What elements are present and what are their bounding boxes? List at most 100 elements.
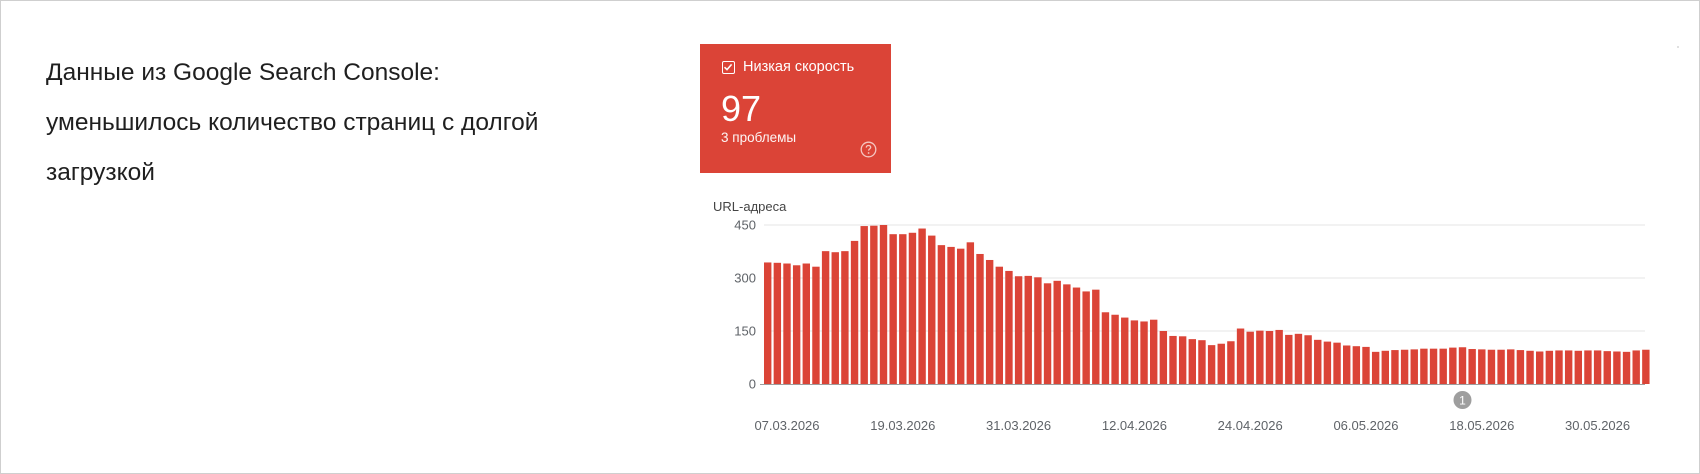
bar — [764, 262, 772, 384]
bar — [1101, 312, 1110, 384]
bar — [985, 259, 994, 384]
bar — [1188, 339, 1196, 384]
bar — [860, 226, 868, 384]
x-tick-label: 06.05.2026 — [1333, 418, 1398, 433]
bar — [1121, 317, 1129, 384]
bar — [1458, 347, 1467, 384]
bar — [1613, 351, 1621, 384]
bar — [1285, 334, 1293, 384]
y-tick-label: 450 — [734, 218, 756, 233]
bar — [1005, 270, 1013, 384]
bar — [1034, 277, 1042, 384]
x-tick-label: 07.03.2026 — [754, 418, 819, 433]
bar — [1603, 351, 1611, 384]
y-tick-label: 0 — [749, 377, 756, 392]
x-tick-label: 24.04.2026 — [1218, 418, 1283, 433]
bar — [1642, 349, 1650, 384]
bar — [1304, 335, 1312, 384]
bar — [1497, 349, 1505, 384]
bar — [1256, 330, 1264, 384]
bar — [1024, 275, 1032, 384]
bar — [1072, 287, 1081, 384]
bar — [1381, 350, 1389, 384]
bar — [1323, 341, 1332, 384]
x-tick-label: 12.04.2026 — [1102, 418, 1167, 433]
metric-card-slow[interactable]: Низкая скорость 97 3 проблемы — [700, 44, 891, 173]
bar — [908, 232, 917, 384]
bar — [947, 246, 955, 384]
bar — [1584, 350, 1592, 384]
bar — [1420, 348, 1428, 384]
bar — [1198, 340, 1206, 384]
bar — [1207, 345, 1216, 384]
bar — [966, 242, 975, 384]
bar — [1169, 335, 1177, 384]
bar — [773, 262, 782, 384]
corner-mark — [1677, 46, 1679, 48]
intro-text: Данные из Google Search Console: уменьши… — [46, 48, 606, 198]
bar — [1362, 346, 1370, 384]
help-circle-icon[interactable] — [860, 141, 877, 158]
bar — [1478, 349, 1486, 384]
bar — [1545, 350, 1554, 384]
bar — [995, 266, 1003, 384]
bar — [841, 251, 849, 384]
bar — [1410, 349, 1418, 384]
bar — [1429, 348, 1438, 384]
bar — [1487, 349, 1496, 384]
bar — [1111, 314, 1119, 384]
bar — [1140, 321, 1148, 384]
bar — [870, 225, 878, 384]
intro-line-2: уменьшилось количество страниц с долгой — [46, 109, 539, 136]
bar — [1043, 283, 1052, 384]
bar — [1507, 349, 1515, 384]
bar — [957, 248, 965, 384]
bar — [899, 234, 907, 384]
bar — [812, 266, 820, 384]
bar — [1371, 351, 1380, 384]
bar — [1526, 350, 1534, 384]
chart-area: 0 150 300 450 07.03.2026 19.03.2026 31.03.2026… — [700, 200, 1660, 440]
bar — [1400, 349, 1409, 384]
intro-line-3: загрузкой — [46, 159, 155, 186]
bar — [783, 263, 791, 384]
metric-value: 97 — [721, 88, 762, 129]
bar — [1632, 350, 1640, 384]
x-tick-label: 30.05.2026 — [1565, 418, 1630, 433]
bar — [1130, 320, 1139, 384]
bar — [850, 240, 859, 384]
bar — [1564, 350, 1573, 384]
bar — [1468, 349, 1476, 384]
bar-chart: 0 150 300 450 07.03.2026 19.03.2026 31.03.2026… — [734, 218, 1650, 433]
bar — [1227, 341, 1235, 384]
intro-line-1: Данные из Google Search Console: — [46, 59, 440, 86]
bar — [918, 228, 926, 384]
bar — [1178, 336, 1187, 384]
bar — [1536, 351, 1544, 384]
bar — [1063, 284, 1071, 384]
bar — [1314, 339, 1322, 384]
bar — [1275, 329, 1283, 384]
bar — [1265, 331, 1274, 384]
metric-issues-count: 3 проблемы — [721, 130, 797, 145]
bar — [1092, 289, 1100, 384]
bar — [1217, 343, 1225, 384]
checkbox-checked-icon[interactable] — [722, 61, 735, 74]
y-axis-title: URL-адреса — [713, 199, 787, 214]
bar — [879, 225, 888, 384]
bar — [1343, 345, 1351, 384]
bar — [1236, 328, 1245, 384]
x-tick-label: 19.03.2026 — [870, 418, 935, 433]
bar — [937, 245, 946, 384]
bar — [1555, 350, 1563, 384]
bar — [1574, 350, 1582, 384]
bar — [1449, 347, 1457, 384]
bar — [1294, 333, 1303, 384]
bar — [1439, 348, 1447, 384]
bar — [1082, 291, 1090, 384]
bar — [1593, 350, 1602, 384]
y-tick-label: 150 — [734, 324, 756, 339]
metric-label: Низкая скорость — [743, 59, 855, 75]
bar — [1333, 342, 1341, 384]
bar — [821, 251, 830, 384]
